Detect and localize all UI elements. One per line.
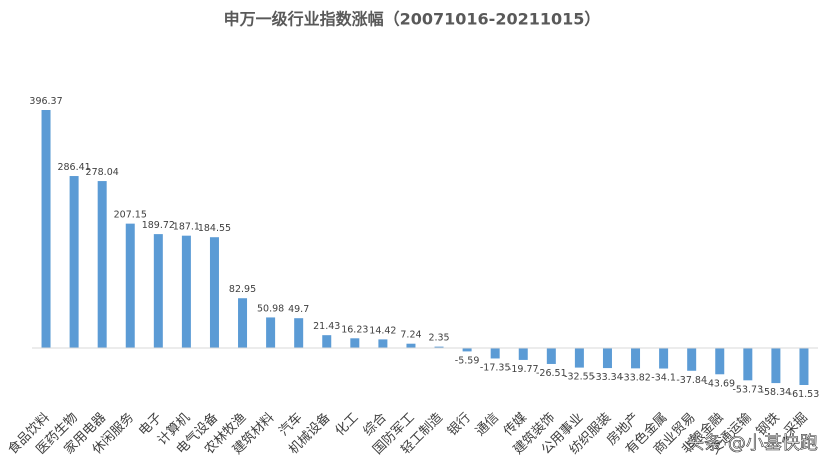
- value-label: -37.84: [676, 375, 707, 386]
- value-label: -33.34: [592, 372, 623, 383]
- bar: [518, 348, 528, 360]
- bar: [322, 335, 332, 349]
- bar: [462, 348, 472, 352]
- bar: [771, 348, 781, 384]
- value-label: 184.55: [198, 223, 231, 234]
- x-tick-label: 银行: [445, 410, 474, 439]
- value-label: 278.04: [86, 167, 119, 178]
- bar: [631, 348, 641, 369]
- bar: [602, 348, 612, 369]
- bar: [687, 348, 697, 371]
- bar: [715, 348, 725, 375]
- bar: [406, 343, 416, 349]
- bar: [434, 346, 444, 349]
- bar: [574, 348, 584, 368]
- value-label: -58.34: [761, 387, 792, 398]
- value-label: -26.51: [536, 368, 567, 379]
- value-label: -19.77: [508, 364, 539, 375]
- value-label: 16.23: [341, 324, 368, 335]
- value-label: 207.15: [114, 210, 147, 221]
- bar: [799, 348, 809, 385]
- value-label: -32.55: [564, 372, 595, 383]
- x-tick-label: 通信: [473, 410, 502, 439]
- value-label: -43.69: [704, 378, 735, 389]
- bar: [69, 176, 79, 349]
- bar: [97, 181, 107, 349]
- bar: [546, 348, 556, 364]
- value-label: 49.7: [288, 304, 309, 315]
- value-label: -34.1: [651, 373, 676, 384]
- value-label: 82.95: [229, 284, 256, 295]
- bar: [378, 339, 388, 349]
- value-label: 21.43: [313, 321, 340, 332]
- value-label: 2.35: [428, 333, 449, 344]
- bar: [294, 318, 304, 349]
- value-label: 189.72: [142, 220, 175, 231]
- value-label: 14.42: [369, 325, 396, 336]
- x-tick-label: 化工: [333, 410, 362, 439]
- bar: [659, 348, 669, 369]
- value-label: -61.53: [789, 389, 820, 400]
- value-label: 396.37: [29, 96, 62, 107]
- value-label: -33.82: [620, 372, 651, 383]
- value-label: -5.59: [455, 355, 480, 366]
- value-label: 50.98: [257, 303, 284, 314]
- value-label: 187.1: [173, 222, 200, 233]
- bar: [266, 317, 276, 349]
- bar: [153, 234, 163, 349]
- bar: [209, 237, 219, 349]
- bar: [743, 348, 753, 381]
- value-label: 286.41: [57, 162, 90, 173]
- bar: [350, 338, 360, 349]
- watermark: 头条 @小基快跑: [686, 433, 818, 454]
- bar: [41, 110, 51, 349]
- chart-title: 申万一级行业指数涨幅（20071016-20211015）: [224, 10, 601, 29]
- bar: [490, 348, 500, 359]
- bar: [181, 235, 191, 349]
- bar: [125, 223, 135, 349]
- value-label: -53.73: [733, 384, 764, 395]
- bar: [238, 298, 248, 349]
- value-label: -17.35: [480, 362, 511, 373]
- value-label: 7.24: [400, 330, 421, 341]
